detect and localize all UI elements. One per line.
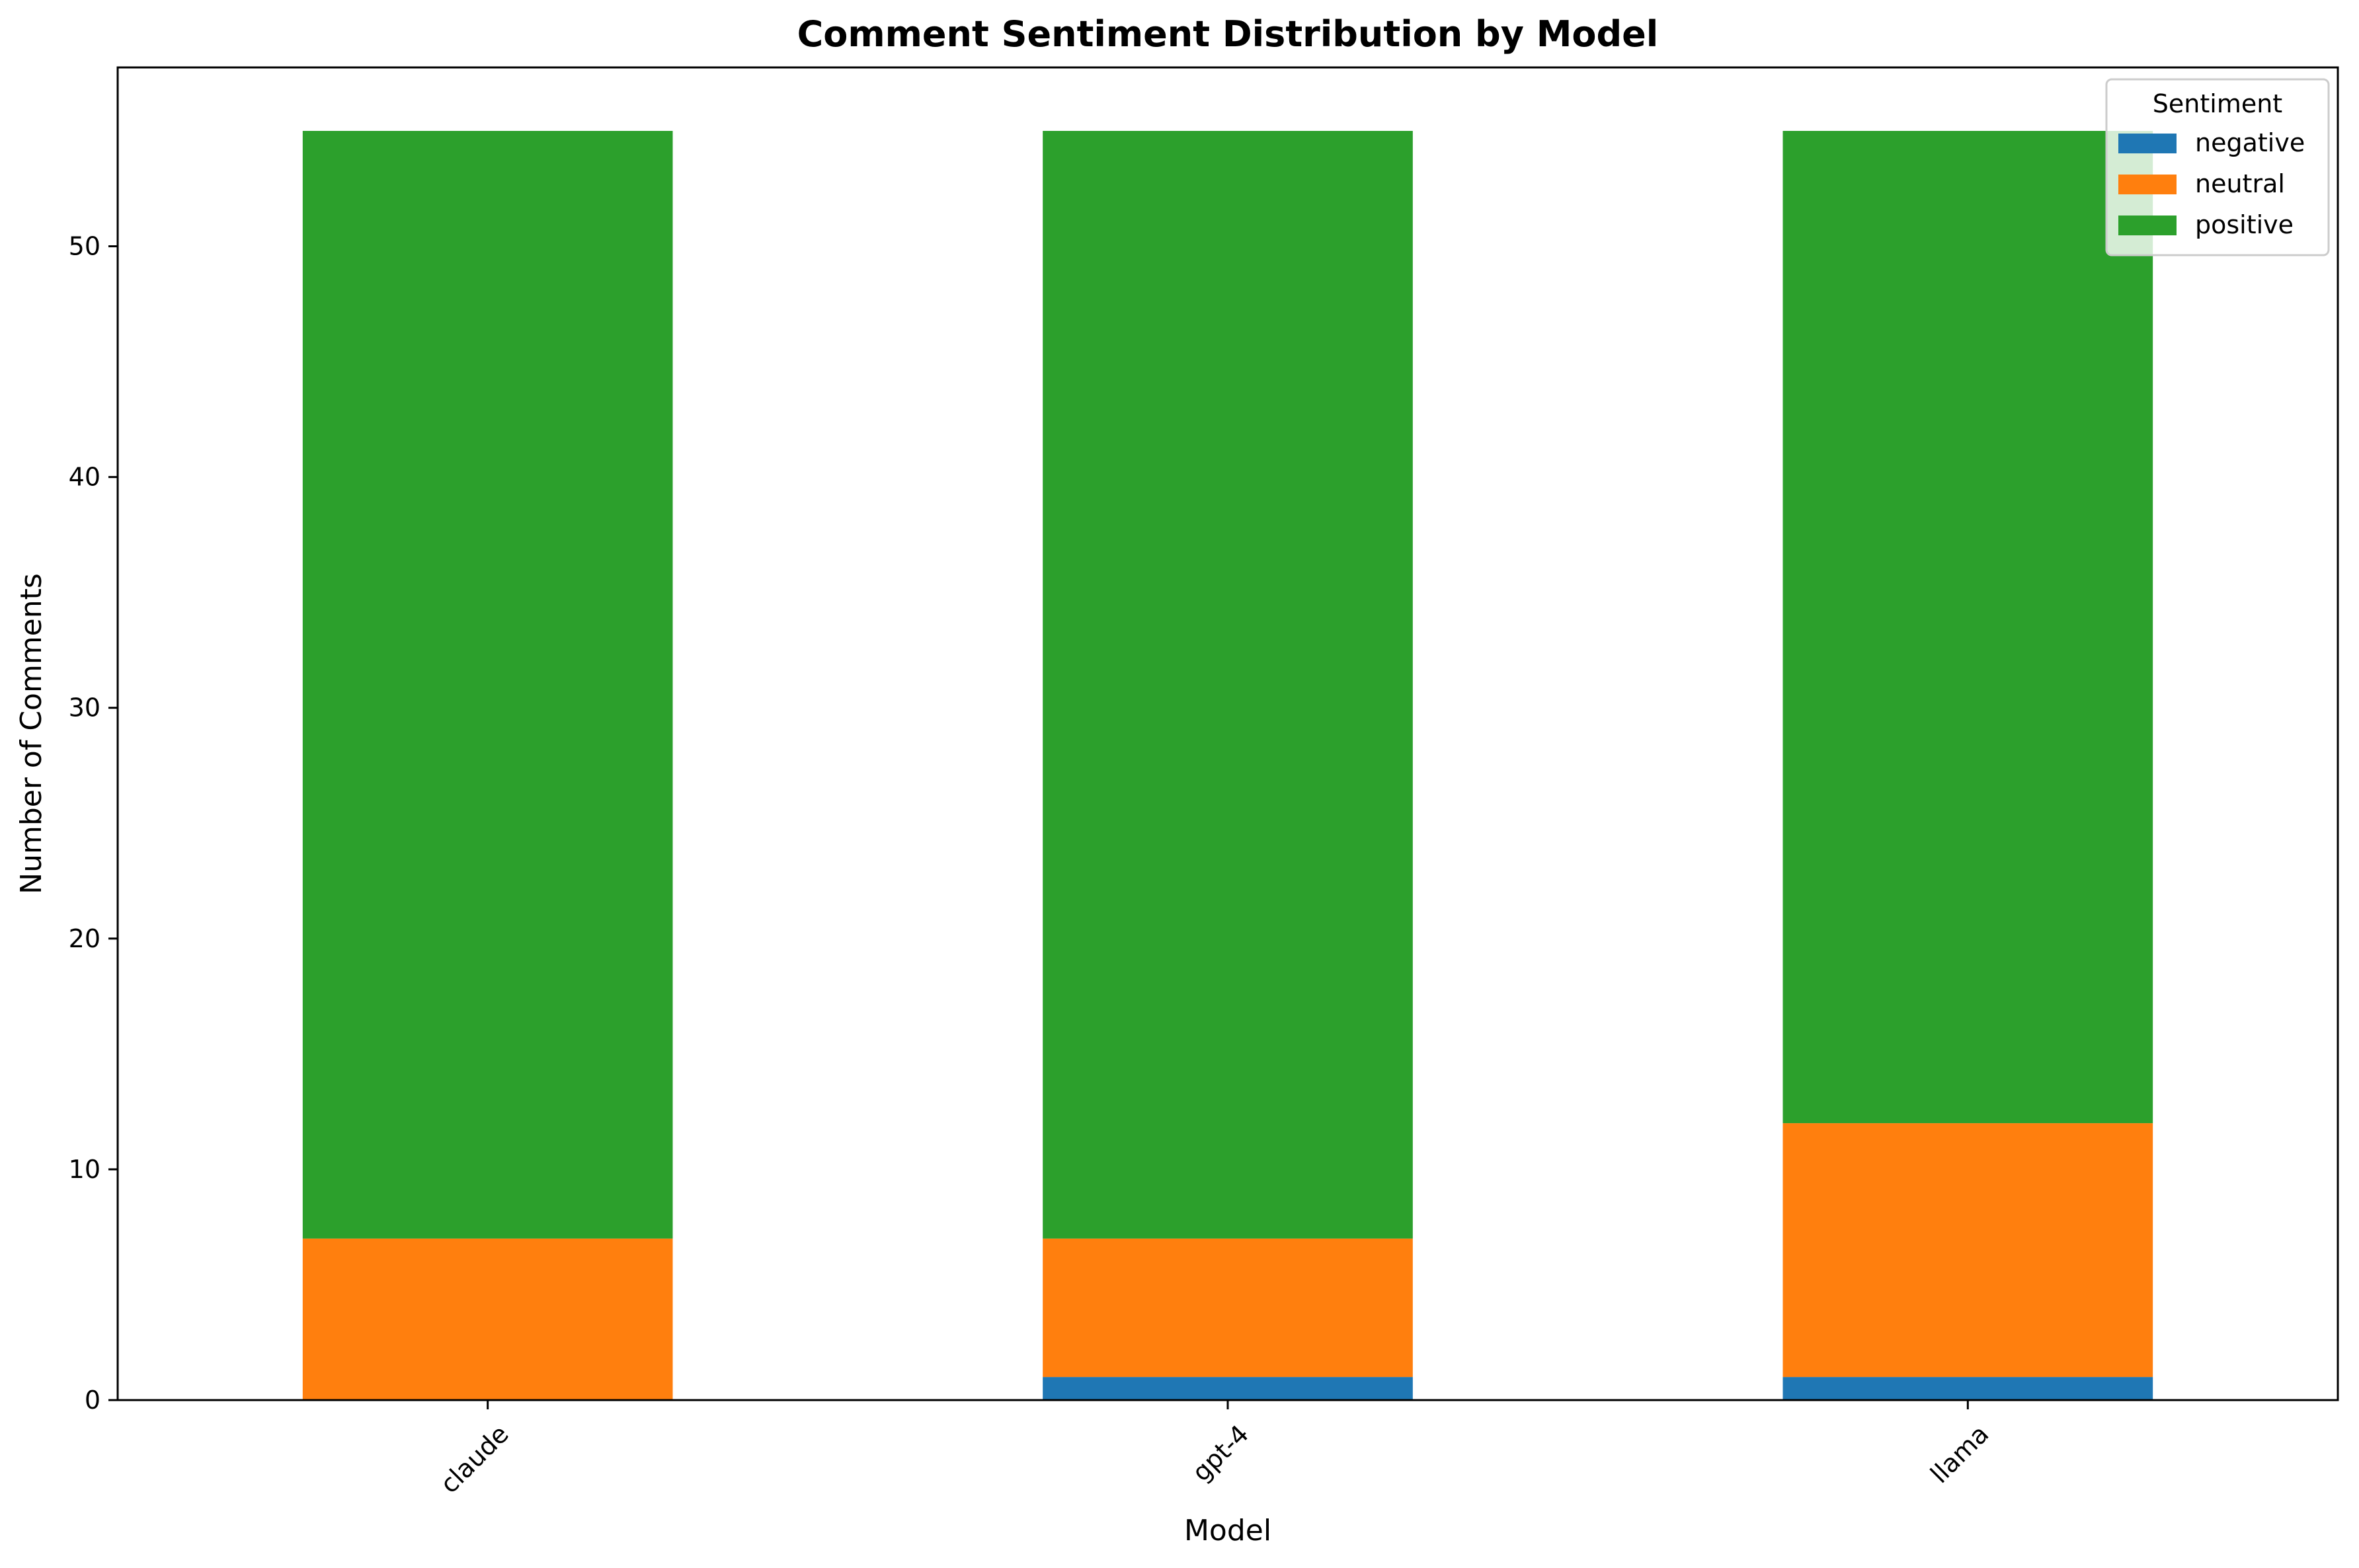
legend-title: Sentiment [2153, 89, 2282, 118]
legend-swatch-positive [2118, 216, 2177, 235]
legend-label-neutral: neutral [2195, 169, 2285, 198]
bar-gpt-4-neutral [1043, 1238, 1413, 1378]
legend-swatch-negative [2118, 134, 2177, 153]
y-tick-label: 20 [69, 924, 100, 953]
y-axis-label: Number of Comments [15, 573, 48, 894]
y-tick-label: 0 [85, 1386, 100, 1415]
x-axis-label: Model [1184, 1514, 1271, 1548]
bars-layer [302, 131, 2153, 1400]
y-axis-ticks: 0 10 20 30 40 50 [69, 232, 118, 1415]
bar-gpt-4-positive [1043, 131, 1413, 1239]
bar-claude-positive [302, 131, 673, 1239]
y-tick-label: 30 [69, 693, 100, 723]
bar-llama-negative [1782, 1377, 2153, 1400]
legend-label-negative: negative [2195, 128, 2305, 157]
bar-llama-neutral [1782, 1123, 2153, 1378]
y-tick-label: 50 [69, 232, 100, 261]
legend-label-positive: positive [2195, 210, 2294, 239]
bar-llama-positive [1782, 131, 2153, 1124]
legend: Sentiment negative neutral positive [2105, 78, 2330, 256]
bar-claude-neutral [302, 1238, 673, 1400]
legend-frame [2105, 78, 2330, 256]
y-tick-label: 10 [69, 1155, 100, 1184]
bar-gpt-4-negative [1043, 1377, 1413, 1400]
legend-swatch-neutral [2118, 175, 2177, 194]
legend-items: negative neutral positive [2118, 128, 2305, 239]
y-tick-label: 40 [69, 463, 100, 492]
chart-title: Comment Sentiment Distribution by Model [797, 13, 1659, 55]
